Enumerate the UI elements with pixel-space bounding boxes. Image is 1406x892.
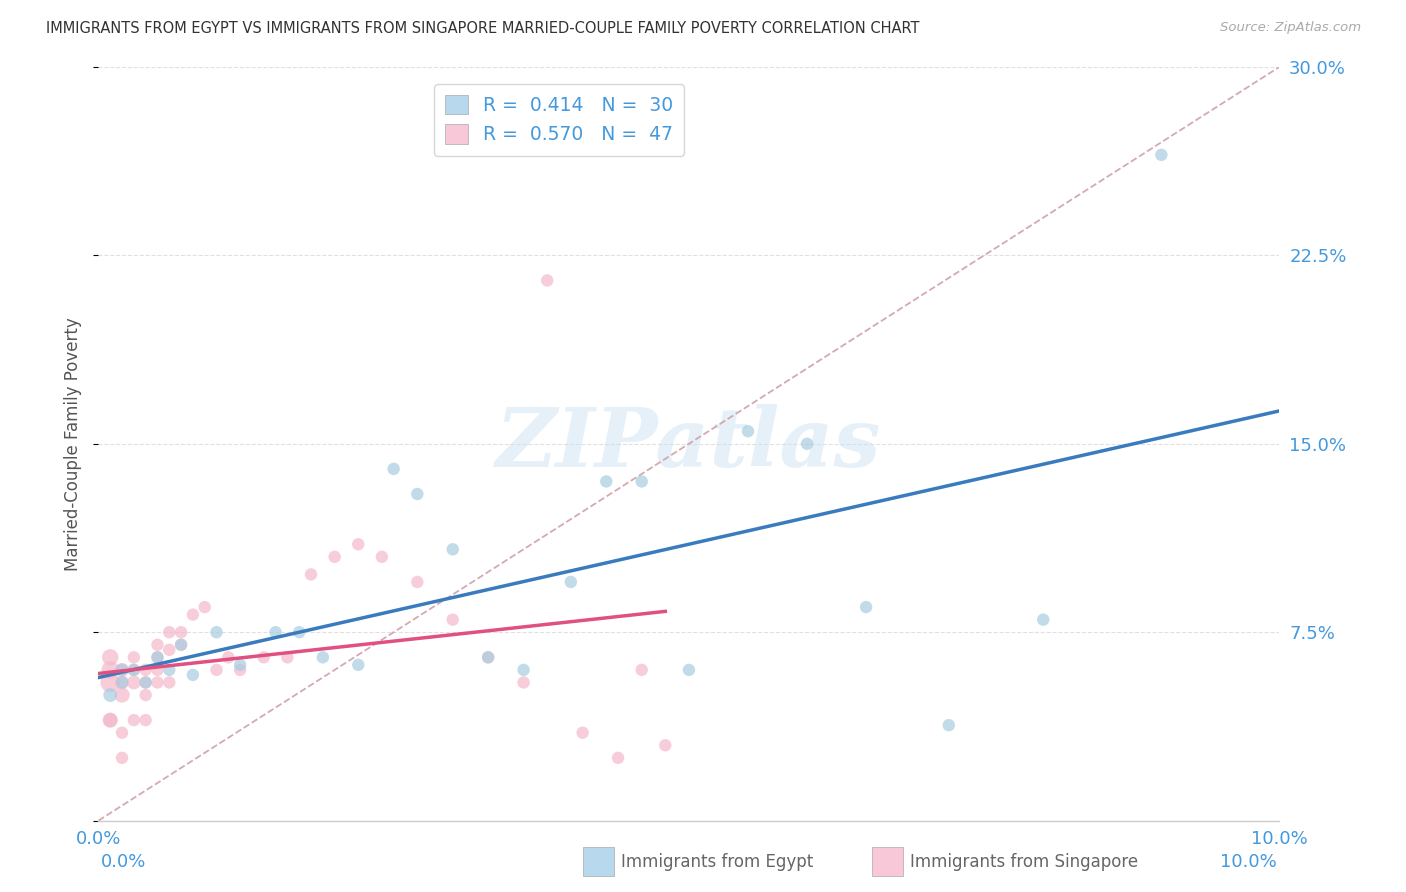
Point	[122, 713, 145, 727]
Point	[146, 638, 169, 652]
Point	[122, 663, 145, 677]
Point	[1032, 613, 1054, 627]
Point	[146, 650, 169, 665]
Point	[135, 675, 157, 690]
Point	[111, 688, 134, 702]
Point	[1150, 148, 1173, 162]
Text: 10.0%: 10.0%	[1220, 853, 1277, 871]
Point	[146, 663, 169, 677]
Point	[607, 751, 630, 765]
Text: IMMIGRANTS FROM EGYPT VS IMMIGRANTS FROM SINGAPORE MARRIED-COUPLE FAMILY POVERTY: IMMIGRANTS FROM EGYPT VS IMMIGRANTS FROM…	[46, 21, 920, 36]
Point	[654, 739, 676, 753]
Point	[135, 663, 157, 677]
Point	[98, 713, 121, 727]
Point	[111, 675, 134, 690]
Point	[382, 462, 405, 476]
Point	[111, 725, 134, 739]
Point	[477, 650, 499, 665]
Point	[98, 650, 121, 665]
Point	[512, 675, 534, 690]
Point	[157, 642, 180, 657]
Point	[630, 663, 652, 677]
Point	[347, 537, 370, 551]
Point	[135, 713, 157, 727]
Point	[205, 663, 228, 677]
Point	[737, 424, 759, 438]
Point	[477, 650, 499, 665]
Point	[571, 725, 593, 739]
Text: ZIPatlas: ZIPatlas	[496, 404, 882, 483]
Legend: R =  0.414   N =  30, R =  0.570   N =  47: R = 0.414 N = 30, R = 0.570 N = 47	[434, 84, 685, 155]
Point	[111, 663, 134, 677]
Point	[205, 625, 228, 640]
Point	[111, 751, 134, 765]
Point	[406, 574, 429, 589]
Point	[135, 675, 157, 690]
Point	[194, 600, 217, 615]
Point	[98, 713, 121, 727]
Point	[630, 475, 652, 489]
Y-axis label: Married-Couple Family Poverty: Married-Couple Family Poverty	[65, 317, 83, 571]
Point	[264, 625, 287, 640]
Point	[146, 675, 169, 690]
Point	[678, 663, 700, 677]
Point	[371, 549, 394, 564]
Point	[406, 487, 429, 501]
Point	[98, 663, 121, 677]
Point	[299, 567, 322, 582]
Point	[135, 688, 157, 702]
Point	[181, 607, 204, 622]
Point	[122, 650, 145, 665]
Point	[512, 663, 534, 677]
Point	[855, 600, 877, 615]
Point	[111, 675, 134, 690]
Point	[217, 650, 239, 665]
Point	[323, 549, 346, 564]
Point	[347, 657, 370, 672]
Text: Immigrants from Singapore: Immigrants from Singapore	[910, 853, 1137, 871]
Text: Source: ZipAtlas.com: Source: ZipAtlas.com	[1220, 21, 1361, 34]
Point	[98, 688, 121, 702]
Point	[157, 625, 180, 640]
Point	[98, 675, 121, 690]
Point	[170, 638, 193, 652]
Point	[146, 650, 169, 665]
Point	[122, 663, 145, 677]
Text: Immigrants from Egypt: Immigrants from Egypt	[621, 853, 814, 871]
Point	[536, 273, 558, 287]
Point	[170, 638, 193, 652]
Point	[111, 663, 134, 677]
Point	[938, 718, 960, 732]
Point	[229, 663, 252, 677]
Point	[796, 437, 818, 451]
Point	[157, 675, 180, 690]
Point	[276, 650, 298, 665]
Point	[181, 668, 204, 682]
Point	[560, 574, 582, 589]
Point	[312, 650, 335, 665]
Point	[253, 650, 276, 665]
Point	[441, 613, 464, 627]
Point	[122, 675, 145, 690]
Point	[288, 625, 311, 640]
Point	[170, 625, 193, 640]
Text: 0.0%: 0.0%	[101, 853, 146, 871]
Point	[229, 657, 252, 672]
Point	[441, 542, 464, 557]
Point	[595, 475, 617, 489]
Point	[157, 663, 180, 677]
